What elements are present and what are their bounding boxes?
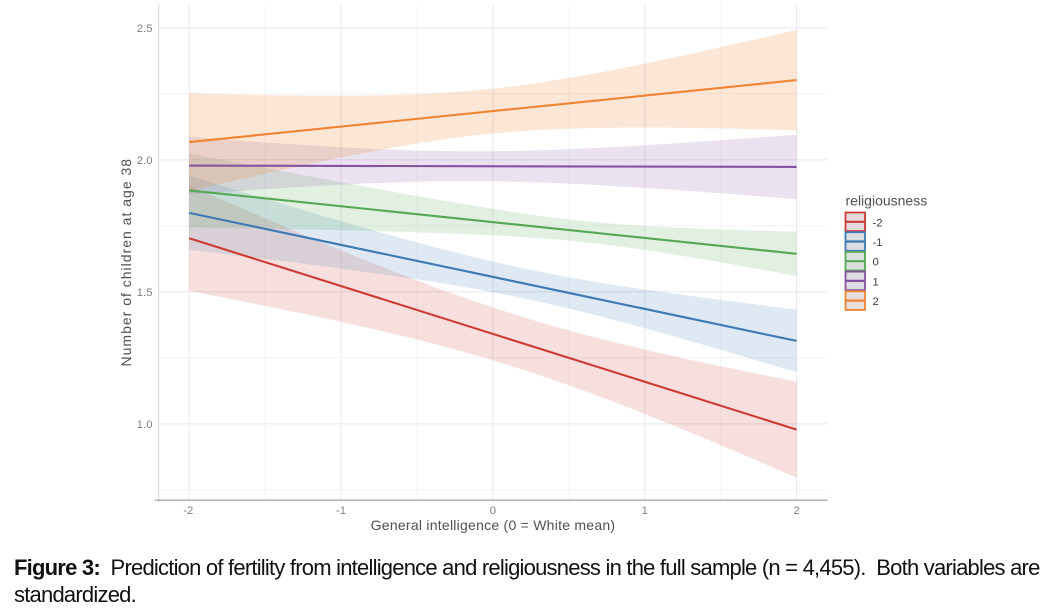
- svg-text:0: 0: [490, 505, 496, 517]
- svg-text:0: 0: [873, 257, 879, 269]
- svg-text:General intelligence (0 = Whit: General intelligence (0 = White mean): [371, 517, 616, 533]
- svg-text:-2: -2: [873, 217, 883, 229]
- svg-text:2.0: 2.0: [137, 155, 153, 167]
- svg-text:2: 2: [793, 505, 799, 517]
- svg-text:2: 2: [873, 296, 879, 308]
- svg-text:1: 1: [642, 505, 648, 517]
- svg-text:2.5: 2.5: [137, 23, 153, 35]
- svg-text:Number of children at age 38: Number of children at age 38: [118, 158, 134, 367]
- svg-text:-2: -2: [183, 505, 193, 517]
- svg-text:-1: -1: [873, 237, 883, 249]
- svg-text:religiousness: religiousness: [846, 193, 928, 209]
- svg-text:1.5: 1.5: [137, 287, 153, 299]
- svg-text:1: 1: [873, 276, 879, 288]
- svg-text:1.0: 1.0: [137, 419, 153, 431]
- svg-text:-1: -1: [336, 505, 346, 517]
